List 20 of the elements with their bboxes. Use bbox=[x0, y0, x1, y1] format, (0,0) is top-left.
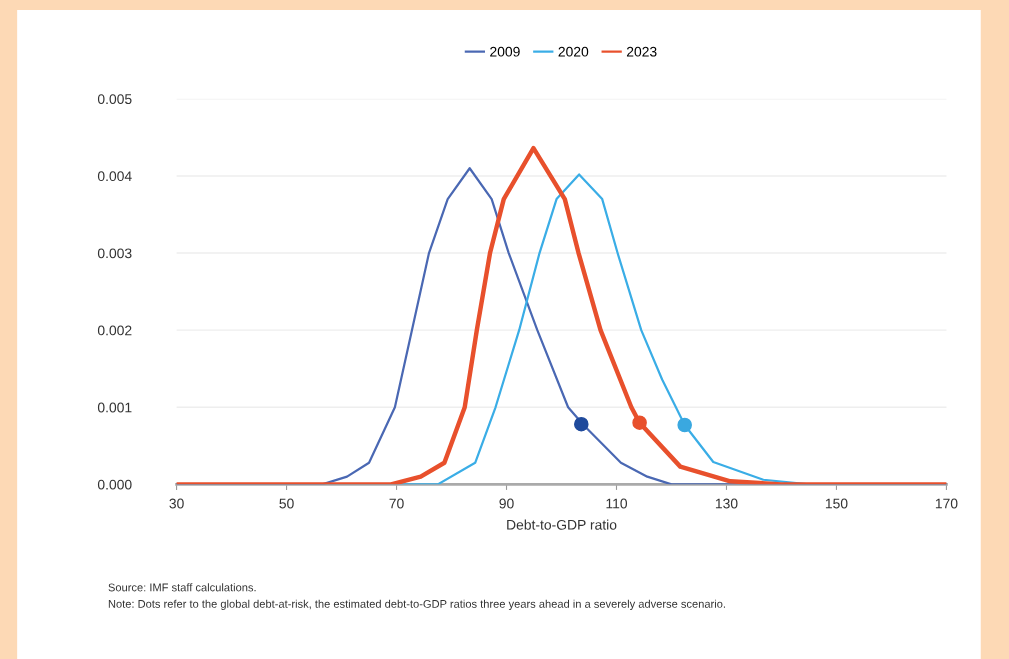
source-note: Source: IMF staff calculations. bbox=[108, 583, 256, 592]
y-tick-label: 0.004 bbox=[97, 171, 132, 182]
y-tick-label: 0.002 bbox=[97, 325, 132, 336]
x-tick-label: 90 bbox=[499, 498, 514, 509]
x-tick-label: 30 bbox=[169, 498, 184, 509]
y-tick-label: 0.005 bbox=[97, 94, 132, 105]
x-tick-label: 70 bbox=[389, 498, 404, 509]
legend-label: 2023 bbox=[626, 46, 657, 57]
x-axis-title: Debt-to-GDP ratio bbox=[507, 519, 617, 530]
y-tick-label: 0.000 bbox=[97, 479, 132, 490]
x-tick-label: 170 bbox=[935, 498, 958, 509]
x-tick-label: 50 bbox=[279, 498, 294, 509]
y-tick-label: 0.003 bbox=[97, 248, 132, 259]
x-tick-label: 110 bbox=[606, 498, 628, 509]
x-tick-label: 130 bbox=[715, 498, 738, 509]
text: Note: Dots refer to the global debt-at-risk, the estimated debt-to-GDP ratios three years ahead in a severely adverse scenario. bbox=[108, 599, 725, 611]
legend-label: 2009 bbox=[490, 46, 520, 57]
legend-label: 2020 bbox=[558, 46, 589, 57]
y-tick-label: 0.001 bbox=[97, 402, 132, 413]
x-tick-label: 150 bbox=[825, 498, 848, 509]
